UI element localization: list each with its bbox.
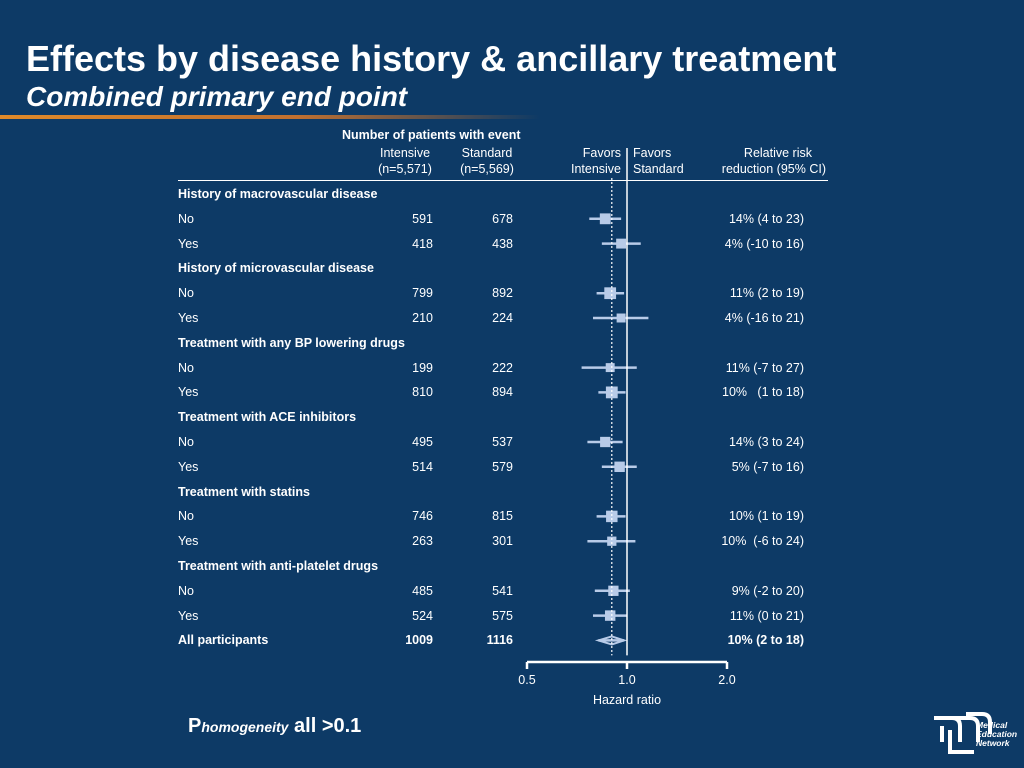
row-label: Yes: [178, 608, 199, 623]
row-heading: Treatment with anti-platelet drugs: [178, 559, 379, 573]
row-label: Yes: [178, 534, 199, 549]
row-label: Yes: [178, 385, 199, 400]
row-rrr: 10% (1 to 19): [728, 509, 804, 524]
hr-marker: [606, 510, 618, 523]
hr-marker: [600, 436, 611, 448]
row-standard-count: 222: [492, 360, 513, 375]
row-heading: Treatment with any BP lowering drugs: [178, 335, 405, 350]
row-intensive-count: 524: [412, 608, 433, 623]
row-heading: History of macrovascular disease: [178, 187, 378, 201]
row-rrr: 10% (2 to 18): [727, 633, 804, 648]
x-axis-label: Hazard ratio: [593, 693, 661, 707]
hr-marker: [616, 313, 626, 323]
hr-marker: [605, 386, 618, 399]
row-intensive-count: 810: [412, 385, 433, 400]
hr-marker: [604, 287, 617, 300]
favors-standard-1: Favors: [633, 146, 672, 160]
standard-header: Standard: [461, 146, 513, 160]
row-intensive-count: 210: [412, 311, 433, 325]
row-label: Yes: [178, 236, 199, 251]
hr-marker: [607, 536, 617, 546]
page-subtitle: Combined primary end point: [26, 81, 408, 112]
rrr-header-1: Relative risk: [743, 146, 812, 160]
row-standard-count: 894: [492, 385, 513, 400]
row-standard-count: 579: [492, 459, 513, 474]
row-standard-count: 537: [492, 435, 513, 449]
row-label: No: [178, 360, 194, 375]
group-header: Number of patients with event: [342, 128, 521, 142]
favors-intensive-1: Favors: [582, 146, 621, 160]
row-standard-count: 224: [492, 311, 513, 325]
row-standard-count: 301: [492, 534, 513, 549]
row-rrr: 11% (0 to 21): [729, 608, 804, 623]
row-intensive-count: 799: [412, 286, 433, 301]
row-heading: Treatment with statins: [178, 484, 310, 499]
hr-marker: [616, 238, 627, 249]
p-letter: P: [188, 715, 202, 737]
x-tick-label: 2.0: [718, 673, 735, 687]
hr-marker: [614, 461, 625, 473]
row-standard-count: 438: [492, 236, 513, 251]
row-standard-count: 541: [492, 583, 513, 598]
standard-n: (n=5,569): [460, 162, 514, 176]
row-intensive-count: 263: [412, 534, 433, 549]
homogeneity-footnote: Phomogeneity all >0.1: [188, 715, 361, 738]
row-rrr: 14% (4 to 23): [728, 211, 804, 226]
row-rrr: 4% (-16 to 21): [724, 311, 804, 325]
hr-marker: [604, 610, 616, 621]
hr-marker: [605, 363, 615, 373]
row-rrr: 10% (-6 to 24): [721, 534, 804, 549]
row-label: No: [178, 435, 194, 449]
row-rrr: 4% (-10 to 16): [724, 236, 804, 251]
row-rrr: 5% (-7 to 16): [731, 459, 804, 474]
row-standard-count: 678: [492, 211, 513, 226]
hr-marker: [608, 585, 619, 596]
x-tick-label: 1.0: [618, 673, 635, 687]
row-rrr: 9% (-2 to 20): [731, 583, 804, 598]
row-label: No: [178, 583, 194, 598]
row-rrr: 14% (3 to 24): [728, 435, 804, 449]
row-heading: Treatment with ACE inhibitors: [178, 410, 357, 425]
row-label: No: [178, 509, 194, 524]
row-label: All participants: [178, 633, 269, 648]
row-intensive-count: 495: [412, 435, 433, 449]
x-tick-label: 0.5: [518, 673, 535, 687]
hr-marker: [599, 213, 611, 225]
row-label: Yes: [178, 311, 199, 325]
row-label: No: [178, 286, 194, 301]
row-intensive-count: 746: [412, 509, 433, 524]
p-subscript: homogeneity: [201, 719, 289, 735]
row-intensive-count: 199: [412, 360, 433, 375]
intensive-n: (n=5,571): [378, 162, 432, 176]
title-underline: [0, 115, 540, 119]
row-rrr: 11% (-7 to 27): [725, 360, 804, 375]
favors-intensive-2: Intensive: [570, 162, 621, 176]
favors-standard-2: Standard: [633, 162, 684, 176]
rrr-header-2: reduction (95% CI): [721, 162, 826, 176]
logo-text: Medical Education Network: [976, 720, 1018, 748]
row-intensive-count: 485: [412, 583, 433, 598]
row-standard-count: 892: [492, 286, 513, 301]
intensive-header: Intensive: [379, 146, 431, 160]
row-heading: History of microvascular disease: [178, 261, 374, 276]
page-title: Effects by disease history & ancillary t…: [26, 38, 837, 79]
row-intensive-count: 1009: [405, 633, 433, 648]
row-intensive-count: 418: [412, 236, 433, 251]
header-divider: [178, 180, 828, 181]
row-standard-count: 575: [492, 608, 513, 623]
row-intensive-count: 591: [412, 211, 433, 226]
row-rrr: 11% (2 to 19): [729, 286, 804, 301]
row-rrr: 10% (1 to 18): [722, 385, 804, 400]
overall-diamond: [594, 635, 628, 646]
row-standard-count: 815: [492, 509, 513, 524]
row-intensive-count: 514: [412, 459, 433, 474]
p-value: all >0.1: [288, 715, 362, 737]
row-label: No: [178, 211, 194, 226]
row-label: Yes: [178, 459, 199, 474]
row-standard-count: 1116: [486, 633, 513, 648]
medical-education-network-logo: [934, 712, 992, 754]
